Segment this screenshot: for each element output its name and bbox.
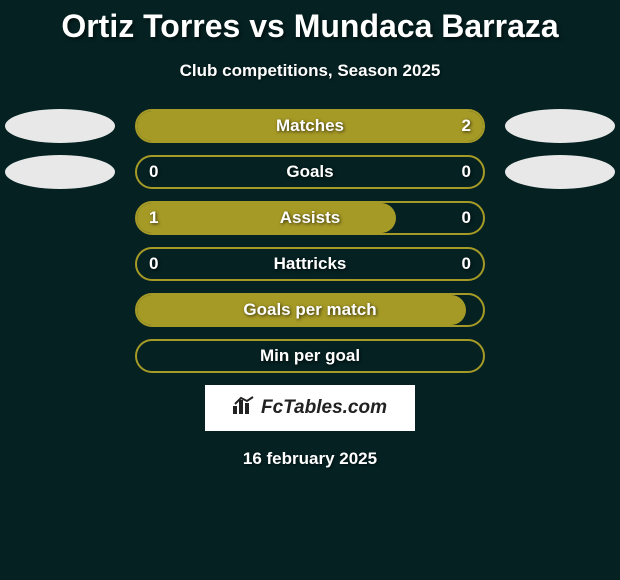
player-left-marker bbox=[5, 109, 115, 143]
branding-badge: FcTables.com bbox=[205, 385, 415, 431]
stat-row: 00Goals bbox=[0, 155, 620, 189]
stat-bar: 2Matches bbox=[135, 109, 485, 143]
player-left-marker bbox=[5, 155, 115, 189]
stat-label: Min per goal bbox=[135, 339, 485, 373]
stat-label: Hattricks bbox=[135, 247, 485, 281]
stat-label: Goals bbox=[135, 155, 485, 189]
stat-row: Goals per match bbox=[0, 293, 620, 327]
stat-bar: Goals per match bbox=[135, 293, 485, 327]
stat-bar: 00Hattricks bbox=[135, 247, 485, 281]
stat-bar: 10Assists bbox=[135, 201, 485, 235]
stat-bar: 00Goals bbox=[135, 155, 485, 189]
page-title: Ortiz Torres vs Mundaca Barraza bbox=[0, 0, 620, 45]
stat-row: 2Matches bbox=[0, 109, 620, 143]
stats-chart: 2Matches 00Goals 10Assists 00Hattricks Goals… bbox=[0, 109, 620, 373]
stat-label: Matches bbox=[135, 109, 485, 143]
stat-label: Goals per match bbox=[135, 293, 485, 327]
branding-text: FcTables.com bbox=[261, 397, 387, 419]
stat-row: 10Assists bbox=[0, 201, 620, 235]
chart-icon bbox=[233, 396, 255, 420]
stat-label: Assists bbox=[135, 201, 485, 235]
player-right-marker bbox=[505, 155, 615, 189]
date-text: 16 february 2025 bbox=[0, 449, 620, 469]
stat-bar: Min per goal bbox=[135, 339, 485, 373]
stat-row: Min per goal bbox=[0, 339, 620, 373]
stat-row: 00Hattricks bbox=[0, 247, 620, 281]
player-right-marker bbox=[505, 109, 615, 143]
page-subtitle: Club competitions, Season 2025 bbox=[0, 61, 620, 81]
